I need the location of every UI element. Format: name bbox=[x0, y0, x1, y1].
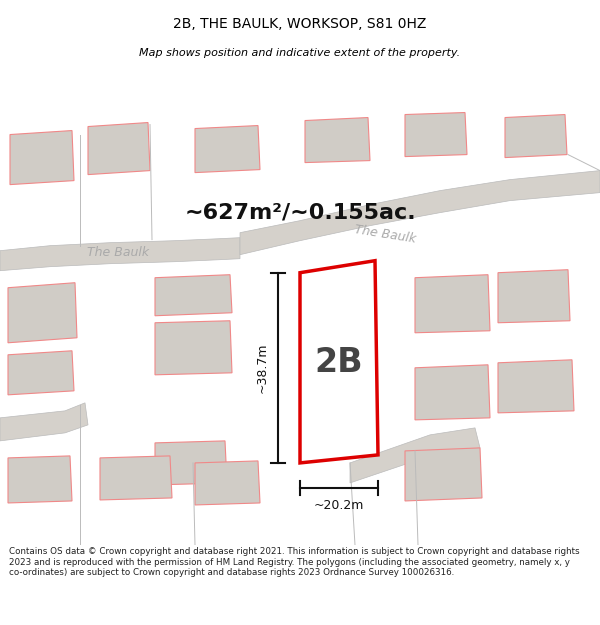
Text: ~38.7m: ~38.7m bbox=[256, 342, 269, 393]
Text: ~20.2m: ~20.2m bbox=[314, 499, 364, 512]
Polygon shape bbox=[350, 428, 480, 483]
Polygon shape bbox=[498, 270, 570, 322]
Polygon shape bbox=[8, 282, 77, 342]
Polygon shape bbox=[100, 456, 172, 500]
Text: The Baulk: The Baulk bbox=[353, 223, 416, 246]
Polygon shape bbox=[300, 261, 378, 463]
Polygon shape bbox=[195, 126, 260, 173]
Polygon shape bbox=[305, 118, 370, 162]
Text: 2B: 2B bbox=[314, 346, 362, 379]
Text: Contains OS data © Crown copyright and database right 2021. This information is : Contains OS data © Crown copyright and d… bbox=[9, 548, 580, 578]
Polygon shape bbox=[10, 131, 74, 184]
Polygon shape bbox=[0, 238, 240, 271]
Polygon shape bbox=[155, 275, 232, 316]
Polygon shape bbox=[195, 461, 260, 505]
Polygon shape bbox=[240, 171, 600, 254]
Polygon shape bbox=[8, 351, 74, 395]
Polygon shape bbox=[0, 403, 88, 441]
Polygon shape bbox=[415, 275, 490, 332]
Polygon shape bbox=[405, 112, 467, 157]
Polygon shape bbox=[155, 441, 227, 485]
Polygon shape bbox=[498, 360, 574, 413]
Text: The Baulk: The Baulk bbox=[87, 246, 149, 259]
Polygon shape bbox=[8, 456, 72, 503]
Text: Map shows position and indicative extent of the property.: Map shows position and indicative extent… bbox=[139, 48, 461, 58]
Polygon shape bbox=[88, 122, 150, 174]
Polygon shape bbox=[155, 321, 232, 375]
Polygon shape bbox=[505, 114, 567, 158]
Polygon shape bbox=[405, 448, 482, 501]
Polygon shape bbox=[415, 365, 490, 420]
Text: 2B, THE BAULK, WORKSOP, S81 0HZ: 2B, THE BAULK, WORKSOP, S81 0HZ bbox=[173, 16, 427, 31]
Text: ~627m²/~0.155ac.: ~627m²/~0.155ac. bbox=[184, 202, 416, 222]
